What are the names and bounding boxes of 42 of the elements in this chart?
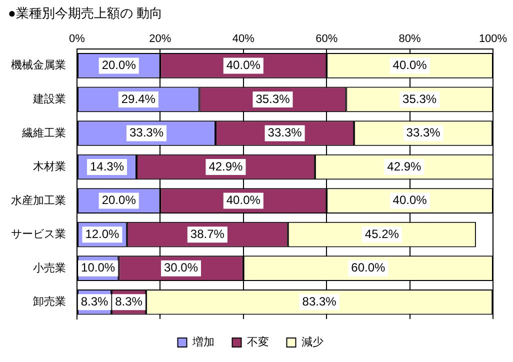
data-label: 35.3%	[402, 92, 437, 106]
data-label: 45.2%	[364, 226, 400, 241]
data-label: 40.0%	[392, 58, 428, 72]
y-tick-label: 機械金属業	[11, 58, 66, 72]
y-tick-label: 木材業	[33, 160, 66, 174]
data-label: 20.0%	[102, 193, 136, 208]
x-tick-label: 80%	[398, 33, 422, 46]
legend-label: 不変	[246, 336, 269, 349]
data-label: 8.3%	[80, 294, 109, 308]
data-label: 35.3%	[256, 92, 290, 106]
legend-label: 減少	[301, 336, 324, 349]
y-tick-label: 建設業	[32, 92, 66, 106]
data-label: 40.0%	[226, 58, 261, 72]
y-tick-label: 卸売業	[33, 295, 66, 308]
data-label: 33.3%	[268, 126, 302, 140]
legend-label: 増加	[191, 336, 214, 349]
data-label: 33.3%	[406, 126, 441, 140]
x-tick-label: 20%	[149, 33, 172, 46]
x-tick-label: 0%	[69, 33, 86, 46]
data-label: 42.9%	[387, 159, 422, 174]
y-tick-label: サービス業	[11, 228, 66, 241]
data-label: 38.7%	[190, 226, 225, 241]
data-label: 42.9%	[208, 159, 244, 174]
x-tick-label: 60%	[316, 33, 338, 46]
x-tick-label: 100%	[478, 33, 508, 46]
data-label: 33.3%	[130, 126, 164, 140]
y-tick-label: 小売業	[33, 261, 66, 274]
data-label: 83.3%	[302, 294, 337, 308]
data-label: 20.0%	[102, 58, 136, 72]
chart-title: ●業種別今期売上額の 動向	[8, 5, 162, 20]
data-label: 14.3%	[90, 159, 124, 174]
y-tick-label: 繊維工業	[21, 126, 66, 140]
data-label: 10.0%	[81, 260, 116, 275]
data-label: 60.0%	[351, 260, 386, 275]
data-label: 40.0%	[226, 193, 261, 208]
data-label: 12.0%	[85, 226, 120, 241]
data-label: 30.0%	[164, 260, 198, 275]
data-label: 29.4%	[121, 92, 156, 106]
data-label: 40.0%	[392, 193, 428, 208]
x-tick-label: 40%	[232, 33, 255, 46]
y-tick-label: 水産加工業	[11, 194, 66, 207]
data-label: 8.3%	[115, 294, 143, 308]
